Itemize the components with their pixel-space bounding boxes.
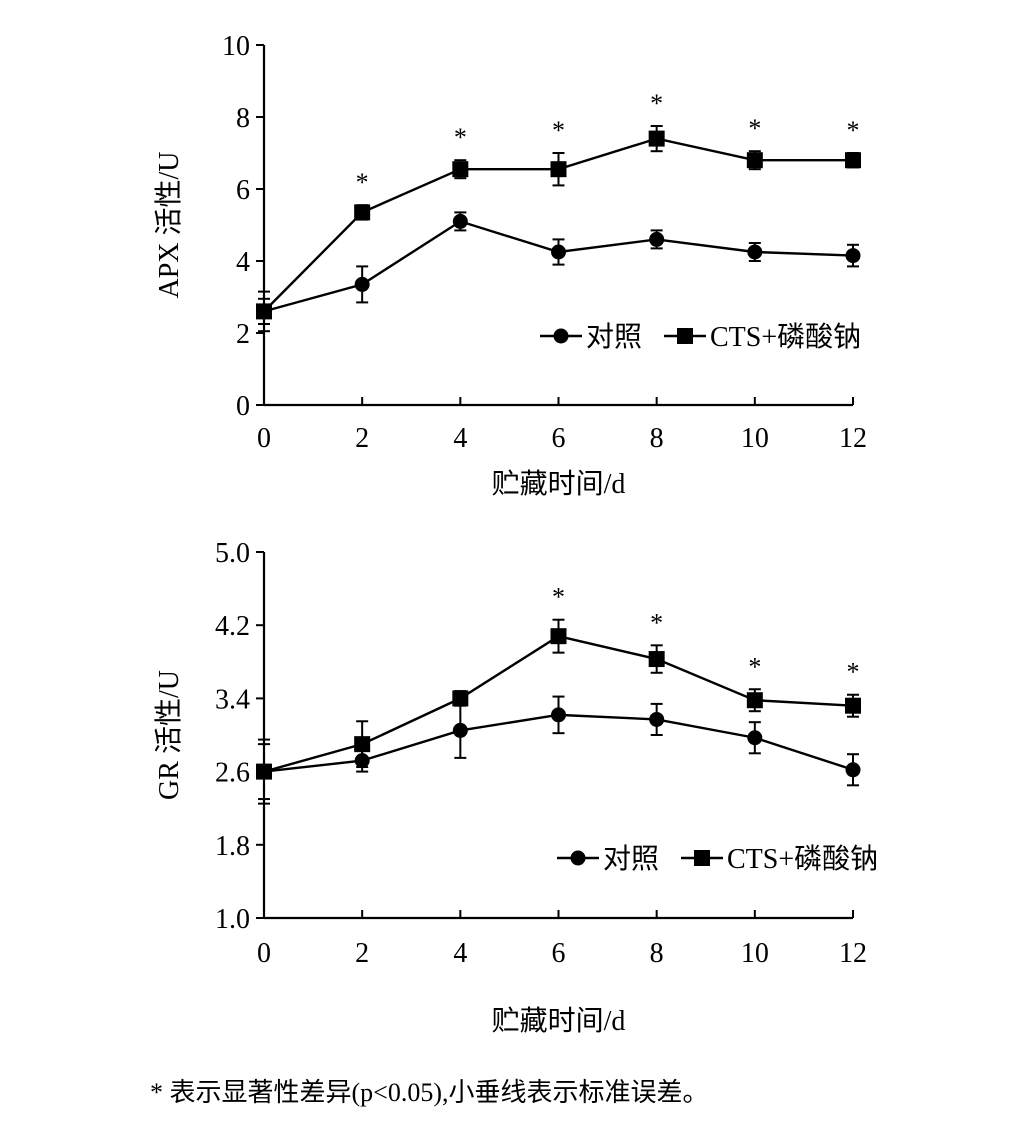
significance-star: *	[847, 116, 860, 145]
data-point-square	[845, 697, 861, 714]
legend: 对照 CTS+磷酸钠	[540, 321, 861, 353]
x-axis-title: 贮藏时间/d	[492, 1005, 626, 1037]
data-point-circle	[649, 711, 665, 727]
x-tick-label: 2	[355, 423, 369, 454]
y-tick-label: 1.0	[215, 904, 250, 935]
data-point-square	[452, 161, 469, 178]
data-point-square	[354, 204, 371, 221]
legend-marker-square	[677, 328, 693, 344]
y-tick-label: 2	[236, 319, 250, 350]
x-tick-label: 0	[257, 938, 271, 969]
series-treatment	[256, 618, 861, 805]
data-point-square	[746, 692, 763, 709]
legend-label-treatment: CTS+磷酸钠	[710, 321, 861, 353]
data-point-circle	[551, 244, 566, 260]
y-tick-label: 3.4	[215, 684, 250, 715]
data-point-circle	[845, 248, 861, 264]
data-point-circle	[452, 213, 468, 229]
y-tick-label: 8	[236, 103, 250, 134]
series-line	[263, 220, 854, 313]
y-tick-label: 0	[236, 391, 250, 422]
data-point-circle	[649, 231, 665, 247]
legend-marker-circle	[570, 850, 586, 866]
data-point-circle	[452, 722, 468, 738]
data-point-square	[746, 152, 763, 169]
significance-star: *	[650, 608, 663, 637]
significance-star: *	[356, 168, 369, 197]
series-treatment	[256, 125, 861, 325]
significance-star: *	[748, 652, 761, 681]
y-tick-label: 2.6	[215, 758, 250, 789]
y-tick-label: 4.2	[215, 611, 250, 642]
x-tick-label: 8	[650, 938, 664, 969]
x-tick-label: 12	[839, 423, 867, 454]
data-point-square	[452, 690, 469, 707]
significance-star: *	[552, 583, 565, 612]
x-tick-label: 2	[355, 938, 369, 969]
data-point-square	[648, 651, 665, 668]
x-tick-label: 10	[741, 423, 769, 454]
data-point-square	[550, 161, 567, 178]
significance-star: *	[454, 123, 467, 152]
x-tick-label: 6	[552, 938, 566, 969]
chart-panel-2: 1.0 1.8 2.6 3.4 4.2 5.0 0 2 4 6 8 10 12 贮藏时间/d GR 活性/U…	[153, 538, 878, 1037]
data-point-circle	[747, 244, 763, 260]
legend-label-control: 对照	[603, 843, 659, 875]
x-tick-label: 4	[453, 938, 467, 969]
y-axis-title: GR 活性/U	[153, 670, 185, 800]
data-point-square	[845, 152, 861, 169]
series-control	[256, 211, 861, 333]
legend-label-treatment: CTS+磷酸钠	[727, 843, 878, 875]
significance-star: *	[650, 89, 663, 118]
legend: 对照 CTS+磷酸钠	[557, 843, 878, 875]
data-point-square	[354, 736, 371, 753]
x-tick-label: 8	[650, 423, 664, 454]
y-tick-label: 1.8	[215, 831, 250, 862]
x-tick-label: 10	[741, 938, 769, 969]
data-point-circle	[845, 762, 861, 778]
y-tick-label: 10	[222, 31, 250, 62]
y-tick-label: 5.0	[215, 538, 250, 569]
legend-marker-square	[694, 850, 710, 866]
data-point-square	[648, 130, 665, 147]
legend-label-control: 对照	[586, 321, 642, 353]
x-tick-label: 4	[453, 423, 467, 454]
significance-star: *	[748, 114, 761, 143]
data-point-square	[256, 763, 272, 780]
significance-star: *	[552, 116, 565, 145]
significance-star: *	[847, 658, 860, 687]
chart-panel-1: 0 2 4 6 8 10 0 2 4 6 8 10 12 贮藏时间/d APX 活性/U * * * * * * 对照 CT…	[153, 31, 867, 500]
x-axis-title: 贮藏时间/d	[492, 468, 626, 500]
y-tick-label: 4	[236, 247, 250, 278]
x-tick-label: 0	[257, 423, 271, 454]
x-tick-label: 6	[552, 423, 566, 454]
x-tick-label: 12	[839, 938, 867, 969]
data-point-circle	[354, 276, 370, 292]
data-point-square	[550, 628, 567, 645]
y-tick-label: 6	[236, 175, 250, 206]
data-point-circle	[551, 707, 566, 723]
y-axis-title: APX 活性/U	[153, 151, 185, 298]
data-point-square	[256, 303, 272, 320]
footnote: * 表示显著性差异(p<0.05),小垂线表示标准误差。	[150, 1078, 709, 1107]
legend-marker-circle	[553, 328, 569, 344]
data-point-circle	[747, 730, 763, 746]
